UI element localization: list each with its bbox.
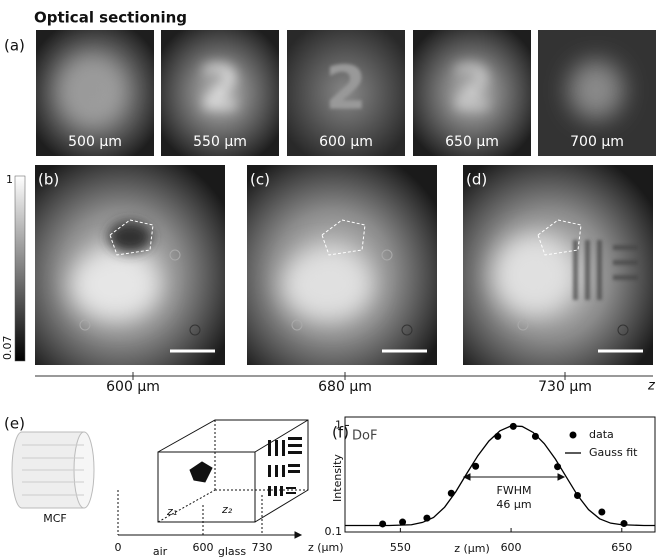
fiber-label: MCF [43, 512, 67, 525]
depth-label: 550 µm [193, 134, 247, 150]
depth-label: 500 µm [68, 134, 122, 150]
fiber-illustration [12, 432, 94, 508]
legend-marker [570, 432, 577, 439]
figure-title: Optical sectioning [34, 9, 187, 27]
x-tick-label: 650 [611, 541, 632, 554]
y-tick-label: 0.1 [325, 525, 343, 538]
annotation: 46 µm [496, 498, 531, 511]
medium-label: air [153, 545, 168, 558]
image [35, 165, 225, 365]
y-tick-label: 1 [335, 418, 342, 431]
svg-text:2: 2 [451, 54, 493, 124]
axis-tick-label: 0 [115, 541, 122, 554]
legend-label: data [589, 428, 614, 441]
panel-label: (d) [466, 171, 487, 189]
annotation: DoF [352, 429, 377, 444]
depth-label: 600 µm [106, 379, 160, 395]
plane-label: z₂ [221, 503, 233, 516]
svg-text:2: 2 [325, 54, 367, 124]
fwhm-arrow [464, 474, 564, 480]
colorbar-min: 0.07 [1, 336, 14, 361]
depth-label: 730 µm [538, 379, 592, 395]
x-axis-label: z (µm) [454, 542, 490, 555]
depth-label: 700 µm [570, 134, 624, 150]
x-tick-label: 600 [501, 541, 522, 554]
data-point [621, 520, 628, 527]
axis-label: z (µm) [308, 541, 344, 554]
image [247, 165, 437, 365]
panel-label: (a) [4, 37, 25, 55]
depth-label: 650 µm [445, 134, 499, 150]
svg-text:2: 2 [199, 54, 241, 124]
data-point [494, 433, 501, 440]
depth-label: 680 µm [318, 379, 372, 395]
medium-label: glass [218, 545, 247, 558]
depth-label: 600 µm [319, 134, 373, 150]
panel-label: (c) [250, 171, 270, 189]
x-tick-label: 550 [390, 541, 411, 554]
image [463, 165, 653, 365]
axis-label: z [647, 379, 656, 394]
y-axis-label: Intensity [331, 454, 344, 502]
sample-illustration [118, 420, 308, 538]
panel-label: (b) [38, 171, 59, 189]
panel-label: (e) [4, 415, 25, 433]
plane-label: z₁ [166, 505, 177, 518]
figure: Optical sectioning (a) 2 2 2 500 µm 550 … [0, 0, 658, 560]
colorbar [15, 176, 25, 361]
legend-label: Gauss fit [589, 446, 638, 459]
colorbar-max: 1 [6, 173, 13, 186]
axis-tick-label: 730 [252, 541, 273, 554]
data-point [379, 520, 386, 527]
data-point [598, 509, 605, 516]
axis-tick-label: 600 [193, 541, 214, 554]
annotation: FWHM [497, 484, 532, 497]
